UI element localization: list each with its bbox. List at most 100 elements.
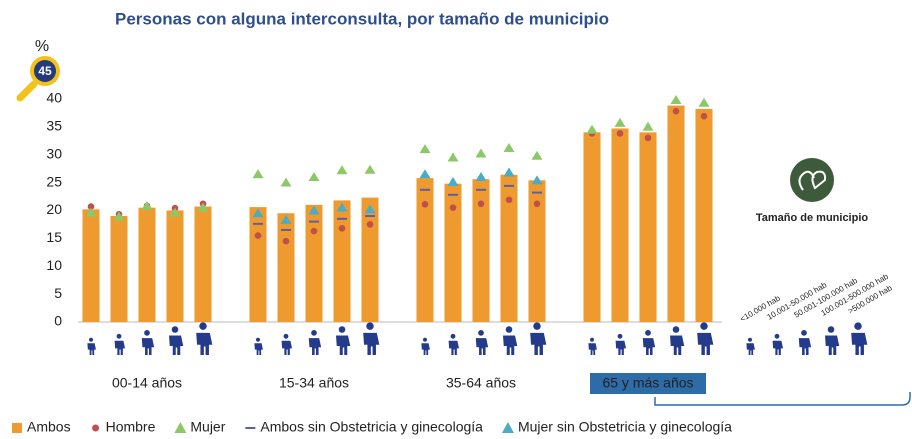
point	[254, 232, 262, 239]
point	[644, 134, 652, 142]
person-icon-part	[338, 326, 346, 333]
person-icon	[475, 330, 489, 355]
person-icon-part	[171, 326, 179, 333]
person-icon-part	[774, 333, 780, 339]
bar	[82, 209, 100, 322]
bar	[249, 207, 267, 322]
person-icon-part	[700, 322, 708, 330]
person-icon-part	[308, 338, 322, 355]
y-tick-label: 10	[46, 257, 62, 273]
point	[448, 193, 458, 196]
person-icon-part	[533, 322, 541, 330]
bar	[416, 178, 434, 322]
legend-swatch	[92, 424, 100, 432]
person-icon-part	[772, 340, 784, 356]
bar	[500, 174, 518, 322]
group-label: 00-14 años	[112, 375, 182, 391]
point	[503, 167, 515, 177]
person-icon-part	[503, 335, 518, 355]
legend-label: Hombre	[106, 419, 156, 435]
y-tick-label: 25	[46, 173, 62, 189]
person-icon	[254, 337, 263, 355]
bar	[528, 180, 546, 322]
point	[533, 200, 541, 208]
person-icon-part	[363, 332, 380, 355]
magnifier-handle	[16, 80, 38, 102]
point	[586, 124, 598, 134]
person-icon-part	[827, 326, 835, 333]
person-icon	[448, 333, 460, 356]
legend-label: Ambos	[27, 419, 71, 435]
bar	[583, 132, 601, 322]
magnifier-lens	[34, 60, 56, 82]
person-icon-part	[366, 322, 374, 330]
person-icon-part	[281, 340, 293, 356]
legend-label: Ambos sin Obstetricia y ginecología	[260, 419, 483, 435]
person-icon	[772, 333, 784, 356]
group-label: 65 y más años	[602, 375, 693, 391]
legend-swatch	[245, 427, 256, 429]
person-icon	[281, 333, 293, 356]
point	[281, 228, 291, 231]
point	[308, 205, 320, 215]
y-tick-label: 0	[54, 313, 62, 329]
point	[616, 130, 624, 137]
person-icon-part	[199, 322, 207, 330]
person-icon-part	[798, 338, 812, 355]
y-tick-label: 5	[54, 285, 62, 301]
person-icon-part	[448, 340, 460, 356]
point	[449, 204, 457, 211]
legend-swatch	[12, 423, 22, 433]
person-icon	[588, 337, 597, 355]
person-icon	[642, 330, 656, 355]
bar	[333, 200, 351, 322]
person-icon-part	[254, 343, 263, 355]
point	[477, 200, 485, 208]
person-icon-part	[617, 333, 623, 339]
person-icon	[798, 330, 812, 355]
person-icon	[114, 333, 126, 356]
y-tick-label: 15	[46, 229, 62, 245]
person-icon-part	[311, 330, 317, 336]
person-icon-part	[746, 343, 755, 355]
point	[337, 217, 347, 220]
point	[338, 224, 346, 232]
person-icon-part	[283, 333, 289, 339]
point	[252, 169, 264, 179]
point	[670, 95, 682, 105]
person-icon	[615, 333, 627, 356]
point	[87, 203, 95, 210]
point	[420, 188, 430, 191]
legend-swatch	[501, 422, 514, 433]
person-icon	[825, 326, 840, 355]
person-icon	[746, 337, 755, 355]
person-icon-part	[89, 337, 93, 342]
group-label: 35-64 años	[446, 375, 516, 391]
bar	[639, 132, 657, 322]
bar	[166, 210, 184, 322]
point	[698, 97, 710, 107]
person-icon-part	[530, 332, 547, 355]
person-icon-part	[336, 335, 351, 355]
point	[531, 175, 543, 185]
legend-label: Mujer	[190, 419, 225, 435]
point	[366, 221, 374, 228]
person-icon-part	[505, 326, 513, 333]
point	[503, 142, 515, 152]
person-icon-part	[748, 337, 752, 342]
bar	[444, 183, 462, 322]
bar	[695, 108, 713, 322]
person-icon-part	[141, 338, 155, 355]
point	[85, 207, 97, 217]
point	[447, 152, 459, 162]
person-icon-part	[114, 340, 126, 356]
point	[252, 208, 264, 218]
point	[475, 148, 487, 158]
point	[700, 112, 708, 120]
point	[614, 117, 626, 127]
point	[169, 207, 181, 217]
highlight-box	[590, 373, 706, 394]
point	[475, 171, 487, 181]
bar	[194, 206, 212, 322]
point	[364, 204, 376, 214]
